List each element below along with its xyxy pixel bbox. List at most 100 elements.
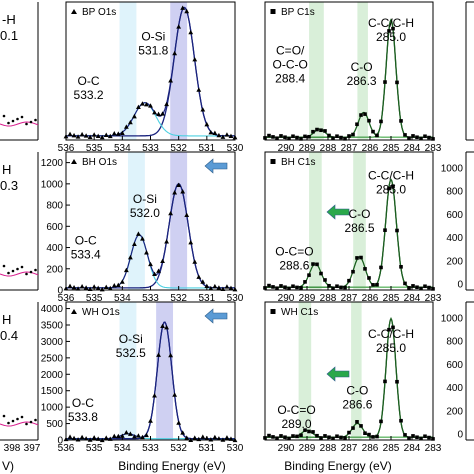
data-point <box>192 259 198 264</box>
peak-name-label: O-Si <box>119 332 143 346</box>
partial-y-tick-label: 600 <box>446 210 463 221</box>
peak-name-label: C-C/C-H <box>368 16 414 30</box>
x-tick-label: 534 <box>114 293 131 304</box>
data-point <box>172 50 178 56</box>
data-point <box>172 392 178 397</box>
data-point <box>127 254 133 260</box>
partial-label: -H <box>2 12 16 27</box>
data-point <box>196 274 202 279</box>
data-point <box>152 393 157 398</box>
data-point <box>371 129 375 134</box>
peak-name-label: O-C-O <box>273 57 308 71</box>
x-tick-label: 533 <box>142 293 159 304</box>
data-point <box>399 418 403 423</box>
x-tick-label: 289 <box>299 143 316 154</box>
data-point <box>387 186 391 191</box>
data-point <box>383 228 387 232</box>
data-point <box>355 122 359 127</box>
data-point <box>184 435 190 440</box>
data-point <box>115 282 121 288</box>
data-point <box>224 435 230 440</box>
data-point <box>307 273 311 277</box>
peak-energy-label: 531.8 <box>138 44 168 58</box>
partial-data-point <box>11 119 15 123</box>
legend-label: BP O1s <box>82 7 116 18</box>
legend-marker <box>270 9 276 14</box>
x-tick-label: 532 <box>170 443 187 454</box>
legend-label: WH O1s <box>82 307 120 318</box>
x-tick-label: 283 <box>425 293 442 304</box>
y-tick-label: 1000 <box>41 179 64 190</box>
data-point <box>123 124 129 129</box>
data-point <box>311 262 315 266</box>
data-point <box>196 87 202 92</box>
partial-data-point <box>34 418 37 422</box>
legend-marker <box>270 159 276 164</box>
y-tick-label: 1200 <box>41 158 64 169</box>
data-point <box>287 286 291 291</box>
data-point <box>180 430 186 435</box>
x-tick-label: 290 <box>278 143 295 154</box>
partial-fit-curve <box>0 121 39 127</box>
panel-wh-c1s: 290 289 288 287 286 285 284 283 WH C1s C-C/C-H285… <box>263 301 442 454</box>
shift-arrow-icon <box>326 204 350 220</box>
shaded-band <box>298 302 312 440</box>
data-point <box>395 379 399 384</box>
partial-fit-curve <box>0 271 39 277</box>
data-point <box>107 285 113 291</box>
x-tick-label: 287 <box>341 143 358 154</box>
peak-energy-label: 289.0 <box>281 417 311 431</box>
data-point <box>168 352 174 358</box>
data-point <box>200 279 206 284</box>
data-point <box>427 435 431 440</box>
shaded-band <box>119 2 137 140</box>
data-point <box>351 426 355 430</box>
component-peak-curve <box>66 6 235 137</box>
data-point <box>359 255 363 260</box>
peak-energy-label: 285.0 <box>376 341 406 355</box>
data-point <box>395 228 399 233</box>
data-point <box>111 282 117 288</box>
shaded-band <box>353 152 366 290</box>
x-tick-label: 289 <box>299 293 316 304</box>
y-tick-label: 400 <box>46 243 63 254</box>
data-point <box>363 267 367 271</box>
data-point <box>279 434 283 438</box>
x-tick-label: 536 <box>58 293 75 304</box>
data-point <box>411 434 415 438</box>
data-point <box>216 436 222 441</box>
data-point <box>391 325 395 330</box>
data-point <box>188 239 194 245</box>
partial-data-point <box>2 264 6 268</box>
data-point <box>331 436 335 441</box>
data-point <box>283 435 287 440</box>
x-tick-label: 534 <box>114 143 131 154</box>
partial-data-point <box>16 267 19 271</box>
peak-name-label: O-C <box>72 396 94 410</box>
x-tick-label: 535 <box>86 443 103 454</box>
x-tick-label: 285 <box>383 293 400 304</box>
x-tick-label: 532 <box>170 143 187 154</box>
data-point <box>271 285 275 289</box>
data-point <box>371 435 375 439</box>
data-point <box>172 190 178 195</box>
legend-label: BP C1s <box>281 7 315 18</box>
data-point <box>136 231 141 236</box>
panel-wh-o1s: 536 535 534 533 532 531 530 0 500 1000 1500 2000 250… <box>41 301 244 454</box>
peak-name-label: C-O <box>346 383 368 397</box>
data-point <box>83 133 89 138</box>
data-point <box>184 8 190 14</box>
x-tick-label: 289 <box>299 443 316 454</box>
data-point <box>156 268 161 273</box>
peak-name-label: O-Si <box>133 192 157 206</box>
data-point <box>115 433 121 439</box>
data-point <box>379 265 383 270</box>
envelope-fit-curve <box>66 6 235 137</box>
data-point <box>323 129 327 133</box>
x-tick-label: 533 <box>142 443 159 454</box>
data-point <box>395 80 399 85</box>
peak-name-label: C-C/C-H <box>368 327 414 341</box>
data-point <box>228 133 234 138</box>
data-point <box>275 436 279 441</box>
data-point <box>192 435 198 440</box>
